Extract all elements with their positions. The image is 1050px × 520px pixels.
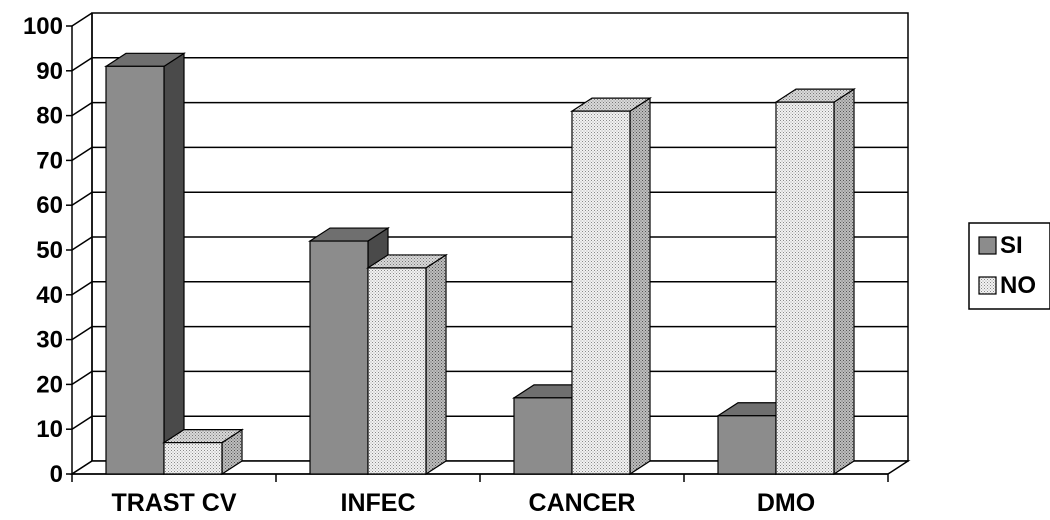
wall-gridline (71, 236, 93, 251)
legend-swatch-si (978, 236, 997, 255)
y-tick-label: 70 (36, 147, 63, 174)
y-tick-label: 90 (36, 58, 63, 85)
x-tick-label: INFEC (341, 489, 416, 517)
bar-no-2 (569, 97, 653, 476)
wall-gridline (71, 415, 93, 430)
wall-gridline (71, 12, 93, 27)
y-tick-label: 20 (36, 371, 63, 398)
legend-swatch-no (978, 276, 997, 295)
bar-side (425, 253, 447, 476)
wall-gridline (71, 325, 93, 341)
bar-front (571, 110, 631, 475)
grid (69, 12, 911, 475)
y-tick-label: 80 (36, 103, 63, 130)
bars (103, 52, 857, 476)
bar-front (717, 415, 777, 475)
bar-front (163, 442, 223, 475)
bar-front (775, 101, 835, 475)
bar-si-0 (103, 52, 187, 476)
bar-front (309, 240, 369, 475)
legend-label-no: NO (1000, 272, 1036, 299)
x-tick-label: TRAST CV (112, 489, 237, 517)
bar-front (367, 267, 427, 475)
y-tick-label: 50 (36, 237, 63, 264)
bar-front (513, 397, 573, 475)
legend: SI NO (968, 222, 1050, 310)
x-tick-label: DMO (757, 489, 815, 517)
y-tick-label: 0 (50, 461, 63, 488)
bar-front (105, 65, 165, 475)
wall-gridline (71, 146, 93, 162)
bar-no-3 (773, 88, 857, 476)
axis-labels: 0 10 20 30 40 50 60 70 80 90 100 TRAST CV INFEC CANCE… (23, 13, 815, 517)
wall-gridline (71, 370, 93, 386)
bar-side (833, 88, 855, 476)
y-tick-label: 40 (36, 282, 63, 309)
y-tick-label: 60 (36, 192, 63, 219)
bar-no-1 (365, 253, 449, 476)
bar-no-0 (161, 428, 245, 476)
x-tick-label: CANCER (529, 489, 636, 517)
wall-gridline (71, 191, 93, 206)
wall-gridline (71, 101, 93, 117)
bar-side (629, 97, 651, 476)
y-tick-label: 100 (23, 13, 63, 40)
legend-label-si: SI (1000, 232, 1023, 259)
wall-gridline (71, 281, 93, 296)
y-tick-label: 30 (36, 327, 63, 354)
y-tick-label: 10 (36, 416, 63, 443)
wall-gridline (71, 57, 93, 72)
bar-side (163, 52, 185, 476)
